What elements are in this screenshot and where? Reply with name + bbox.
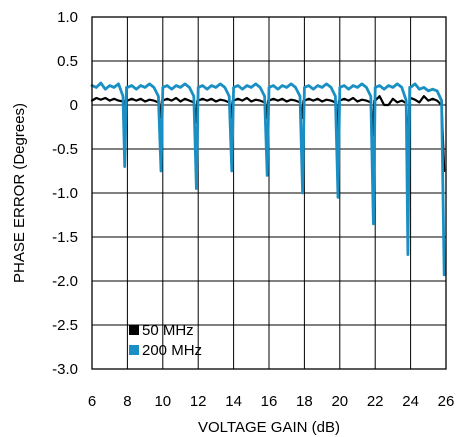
x-tick-label: 20 [331,393,348,410]
y-tick-label: -1.0 [52,185,78,202]
legend: 50 MHz 200 MHz [129,322,202,359]
y-tick-label: -3.0 [52,361,78,378]
x-tick-label: 10 [154,393,171,410]
legend-label-50mhz: 50 MHz [142,322,194,339]
x-tick-label: 22 [367,393,384,410]
y-tick-label: -1.5 [52,229,78,246]
x-tick-label: 24 [402,393,419,410]
y-tick-label: 0 [70,97,78,114]
legend-swatch-50mhz [129,325,139,335]
x-tick-label: 26 [438,393,455,410]
x-tick-label: 18 [296,393,313,410]
y-tick-label: 1.0 [57,9,78,26]
series-layer [90,81,446,277]
y-tick-labels: 1.0 0.5 0 -0.5 -1.0 -1.5 -2.0 -2.5 -3.0 [52,9,78,378]
legend-label-200mhz: 200 MHz [142,342,202,359]
x-tick-label: 14 [225,393,242,410]
plot-frame [91,16,447,370]
y-tick-label: -2.0 [52,273,78,290]
y-tick-label: 0.5 [57,53,78,70]
x-tick-label: 8 [123,393,131,410]
y-tick-label: -0.5 [52,141,78,158]
series-line-1 [90,81,446,277]
x-tick-label: 6 [88,393,96,410]
grid-lines [92,17,446,369]
y-tick-label: -2.5 [52,317,78,334]
x-tick-label: 12 [190,393,207,410]
legend-swatch-200mhz [129,345,139,355]
x-tick-label: 16 [261,393,278,410]
y-axis-label: PHASE ERROR (Degrees) [11,103,28,283]
x-tick-labels: 6 8 10 12 14 16 18 20 22 24 26 [88,393,455,410]
x-axis-label: VOLTAGE GAIN (dB) [198,419,340,436]
